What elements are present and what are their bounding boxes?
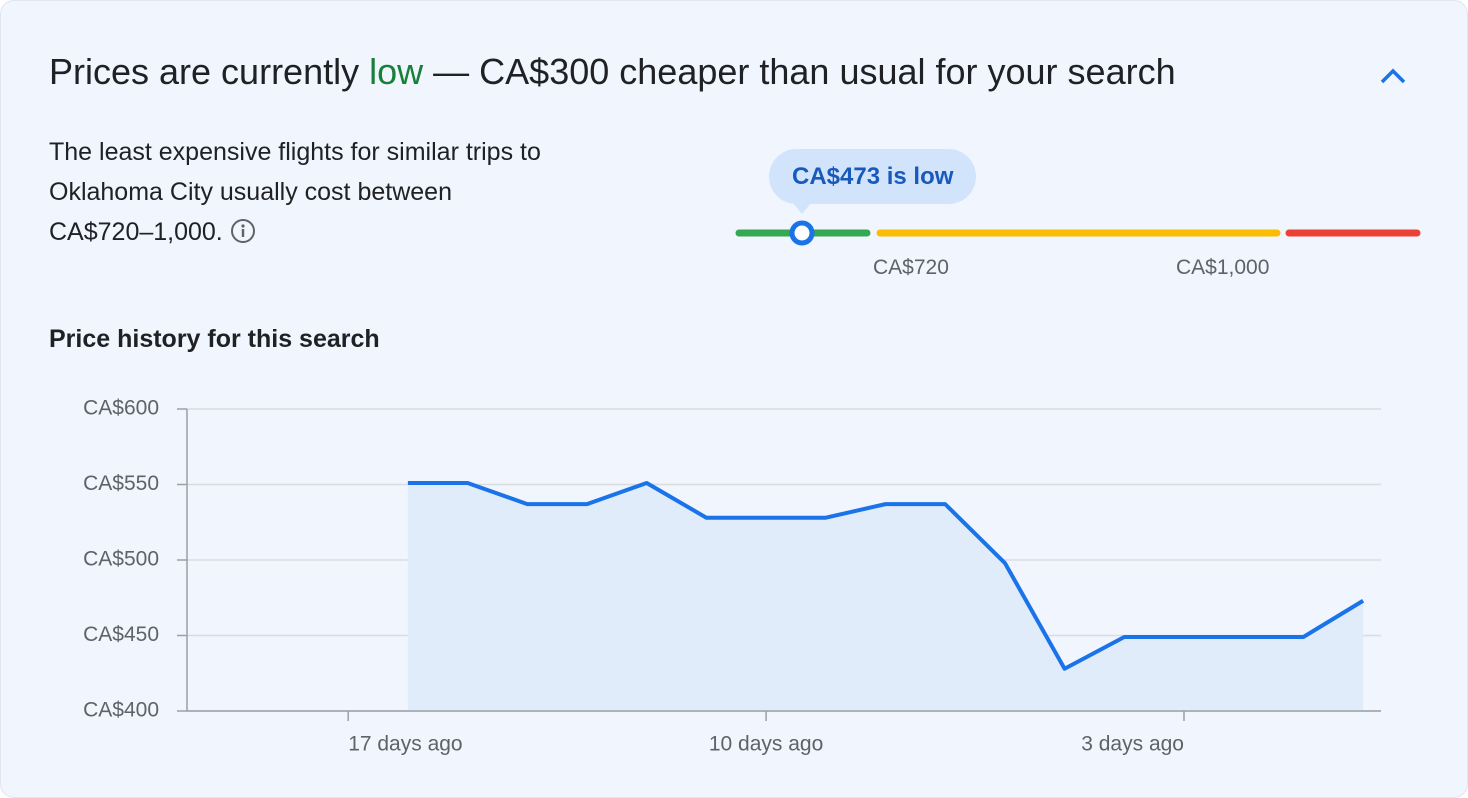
y-tick-label: CA$400 <box>83 699 159 722</box>
y-tick-label: CA$600 <box>83 397 159 420</box>
x-tick-label: 17 days ago <box>348 733 462 756</box>
summary: The least expensive flights for similar … <box>49 132 549 252</box>
area <box>407 482 1364 711</box>
title-prefix: Prices are currently <box>49 51 360 92</box>
summary-text: The least expensive flights for similar … <box>49 138 541 246</box>
range-label: CA$720 <box>873 256 949 279</box>
insight-title: Prices are currently low — CA$300 cheape… <box>49 51 1176 93</box>
price-range-bar <box>735 203 1421 246</box>
x-tick-label: 10 days ago <box>709 733 823 756</box>
y-tick-label: CA$500 <box>83 548 159 571</box>
chart-title: Price history for this search <box>49 325 380 353</box>
y-tick-label: CA$450 <box>83 623 159 646</box>
title-highlight: low <box>369 51 424 92</box>
collapse-button[interactable] <box>1377 61 1409 93</box>
price-badge: CA$473 is low <box>769 149 977 204</box>
price-line <box>407 480 1365 671</box>
range-label: CA$1,000 <box>1176 256 1270 279</box>
y-tick-label: CA$550 <box>83 472 159 495</box>
info-icon[interactable] <box>230 218 256 244</box>
x-tick-label: 3 days ago <box>1081 733 1184 756</box>
title-suffix: — CA$300 cheaper than usual for your sea… <box>433 51 1176 92</box>
